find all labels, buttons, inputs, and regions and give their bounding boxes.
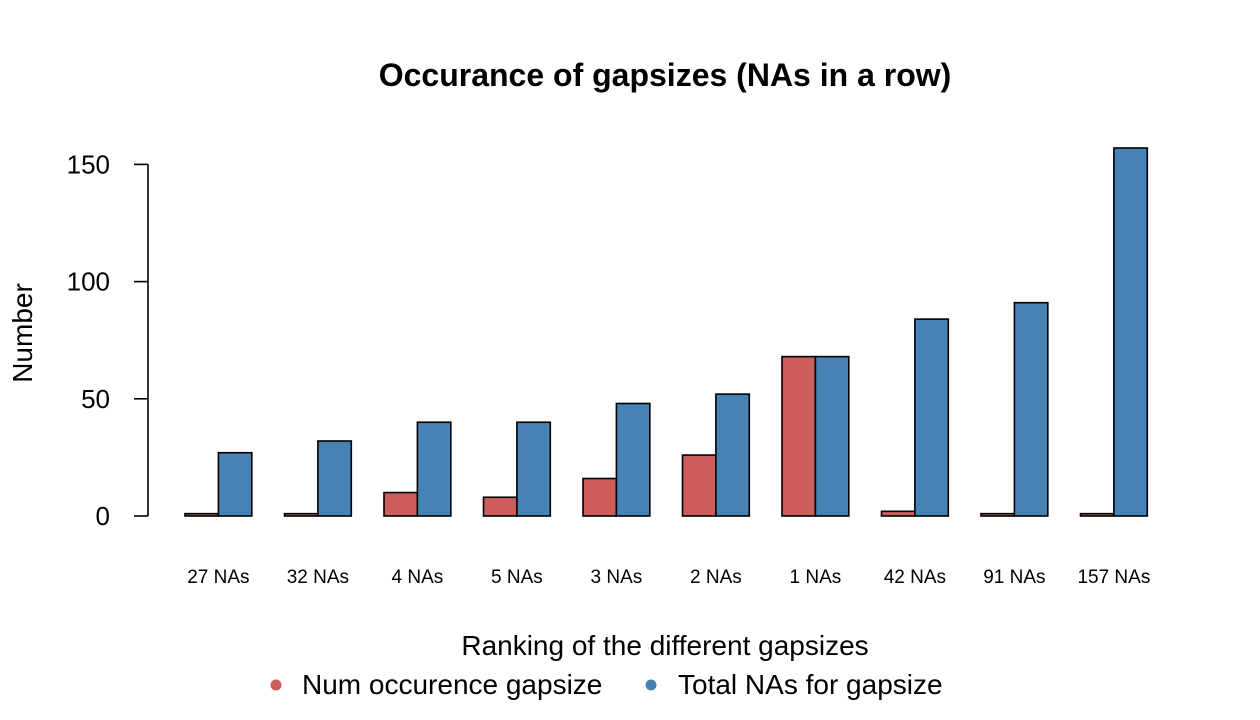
legend-marker-num-occurence: [270, 679, 282, 691]
chart-title: Occurance of gapsizes (NAs in a row): [379, 57, 952, 93]
x-tick-labels: 27 NAs 32 NAs 4 NAs 5 NAs 3 NAs 2 NAs 1 NAs 42 …: [187, 567, 1150, 588]
bar-num-occurence: [383, 491, 419, 517]
x-tick-label: 42 NAs: [884, 567, 946, 588]
bar-num-occurence: [482, 496, 518, 517]
x-tick-label: 5 NAs: [491, 567, 543, 588]
legend-marker-total-nas: [645, 679, 657, 691]
bar-total-nas: [416, 421, 452, 517]
legend-label-num-occurence: Num occurence gapsize: [302, 669, 602, 700]
y-tick-label: 50: [81, 384, 110, 414]
bar-num-occurence: [582, 477, 618, 517]
x-tick-label: 4 NAs: [392, 567, 444, 588]
x-axis-title: Ranking of the different gapsizes: [461, 630, 868, 661]
x-tick-label: 3 NAs: [591, 567, 643, 588]
x-tick-label: 27 NAs: [187, 567, 249, 588]
legend: Num occurence gapsize Total NAs for gaps…: [270, 669, 943, 700]
y-tick-label: 0: [96, 501, 110, 531]
bar-num-occurence: [781, 355, 817, 517]
y-axis-title: Number: [7, 283, 38, 383]
bar-total-nas: [1013, 301, 1049, 517]
legend-label-total-nas: Total NAs for gapsize: [678, 669, 943, 700]
bar-total-nas: [914, 318, 950, 517]
bar-num-occurence: [1079, 512, 1115, 517]
bar-total-nas: [814, 355, 850, 517]
bar-total-nas: [1113, 147, 1149, 517]
bar-total-nas: [217, 451, 253, 517]
x-tick-label: 1 NAs: [790, 567, 842, 588]
x-tick-label: 32 NAs: [287, 567, 349, 588]
bar-total-nas: [516, 421, 552, 517]
bar-num-occurence: [880, 510, 916, 517]
bar-total-nas: [317, 440, 353, 517]
x-tick-label: 91 NAs: [983, 567, 1045, 588]
bars-group: [184, 147, 1149, 517]
y-axis: 0 50 100 150: [67, 149, 149, 531]
y-tick-label: 100: [67, 267, 110, 297]
x-tick-label: 2 NAs: [690, 567, 742, 588]
y-tick-label: 150: [67, 149, 110, 179]
bar-total-nas: [615, 402, 651, 517]
bar-num-occurence: [980, 512, 1016, 517]
bar-num-occurence: [681, 454, 717, 517]
bar-num-occurence: [283, 512, 319, 517]
bar-num-occurence: [184, 512, 220, 517]
bar-total-nas: [715, 393, 751, 517]
x-tick-label: 157 NAs: [1077, 567, 1150, 588]
